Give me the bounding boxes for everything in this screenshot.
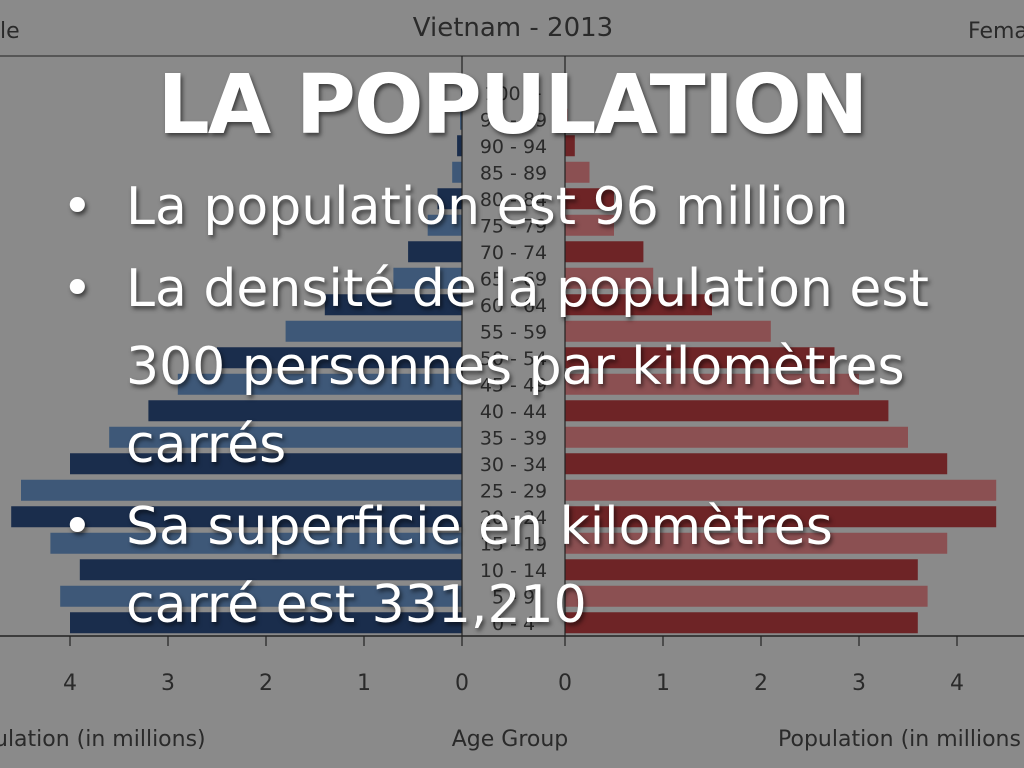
female-bar [565, 506, 997, 528]
chart-title: Vietnam - 2013 [413, 13, 613, 43]
female-bar [565, 426, 908, 448]
male-bar [452, 161, 462, 183]
bars-layer [11, 82, 997, 634]
age-group-label: 55 - 59 [480, 321, 547, 343]
age-group-label: 75 - 79 [480, 215, 547, 237]
legend-male-label: le [0, 19, 20, 44]
x-tick-label: 3 [161, 671, 175, 696]
bullet-item: • Sa superficie en kilomètres carré est … [62, 488, 962, 644]
age-group-label: 85 - 89 [480, 162, 547, 184]
x-tick-label: 4 [63, 671, 77, 696]
female-bar [565, 214, 614, 236]
bullet-text: La densité de la population est 300 pers… [126, 259, 929, 475]
male-bar [148, 400, 462, 422]
male-bar [437, 188, 462, 210]
age-group-label: 50 - 54 [480, 348, 547, 370]
male-bar [21, 479, 462, 501]
female-bar [565, 135, 575, 157]
age-group-label: 20 - 24 [480, 507, 547, 529]
male-bar [60, 585, 462, 607]
female-bar [565, 320, 771, 342]
bullet-dot-icon: • [62, 177, 93, 237]
male-bar [408, 241, 462, 263]
age-group-label: 5 - 9 [492, 586, 535, 608]
legend-female-label: Fema [968, 19, 1024, 44]
female-bar [565, 267, 654, 289]
age-group-label: 10 - 14 [480, 560, 547, 582]
female-bar [565, 347, 835, 369]
male-bar [285, 320, 462, 342]
slide-title: LA POPULATION [157, 58, 869, 153]
male-bar [457, 135, 462, 157]
male-bar [324, 294, 462, 316]
female-bar [565, 479, 997, 501]
male-bar [393, 267, 462, 289]
bullet-item: • La densité de la population est 300 pe… [62, 250, 962, 484]
age-group-label: 25 - 29 [480, 480, 547, 502]
female-bar [565, 453, 948, 475]
male-bar [70, 612, 462, 634]
x-axis-label-center: Age Group [452, 727, 569, 752]
bullet-dot-icon: • [62, 497, 93, 557]
x-axis-label-left: ulation (in millions) [0, 727, 206, 752]
male-bar [427, 214, 462, 236]
female-bar [565, 559, 918, 581]
bullet-text: La population est 96 million [126, 177, 849, 237]
female-bar [565, 161, 590, 183]
bullet-text: Sa superficie en kilomètres carré est 33… [126, 497, 833, 635]
male-bar [79, 559, 463, 581]
female-bar [565, 294, 712, 316]
age-group-label: 40 - 44 [480, 401, 547, 423]
female-bar [565, 400, 889, 422]
female-bar [565, 241, 644, 263]
male-bar [109, 426, 462, 448]
female-bar [565, 612, 918, 634]
male-bar [70, 453, 462, 475]
age-group-label: 0 - 4 [492, 613, 535, 635]
axis-layer: 0 0 1 1 2 2 3 3 4 4 [0, 55, 1024, 696]
bullet-item: • La population est 96 million [62, 168, 962, 246]
x-axis-label-right: Population (in millions [778, 727, 1021, 752]
age-group-label: 30 - 34 [480, 454, 547, 476]
x-tick-label: 3 [852, 671, 866, 696]
male-bar [217, 347, 462, 369]
age-group-label: 100 + [484, 83, 542, 105]
age-group-label: 15 - 19 [480, 533, 547, 555]
x-tick-label: 2 [754, 671, 768, 696]
female-bar [565, 188, 614, 210]
x-tick-label: 4 [950, 671, 964, 696]
age-group-label: 65 - 69 [480, 268, 547, 290]
age-group-label: 45 - 49 [480, 374, 547, 396]
x-tick-label: 0 [558, 671, 572, 696]
male-bar [460, 108, 462, 130]
age-group-label: 80 - 84 [480, 189, 547, 211]
x-tick-label: 1 [656, 671, 670, 696]
x-tick-label: 1 [357, 671, 371, 696]
age-group-label: 95 - 99 [480, 109, 547, 131]
bullet-dot-icon: • [62, 259, 93, 319]
female-bar [565, 532, 948, 554]
male-bar [177, 373, 463, 395]
female-bar [565, 585, 928, 607]
age-labels: 0 - 4 5 - 9 10 - 14 15 - 19 20 - 24 25 - 29 30… [480, 83, 547, 635]
age-group-label: 60 - 64 [480, 295, 547, 317]
bullet-list: • La population est 96 million • La dens… [62, 168, 962, 648]
male-bar [50, 532, 463, 554]
x-tick-label: 2 [259, 671, 273, 696]
female-bar [565, 108, 568, 130]
male-bar [11, 506, 462, 528]
age-group-label: 35 - 39 [480, 427, 547, 449]
age-group-label: 70 - 74 [480, 242, 547, 264]
female-bar [565, 373, 859, 395]
x-tick-label: 0 [455, 671, 469, 696]
age-group-label: 90 - 94 [480, 136, 547, 158]
